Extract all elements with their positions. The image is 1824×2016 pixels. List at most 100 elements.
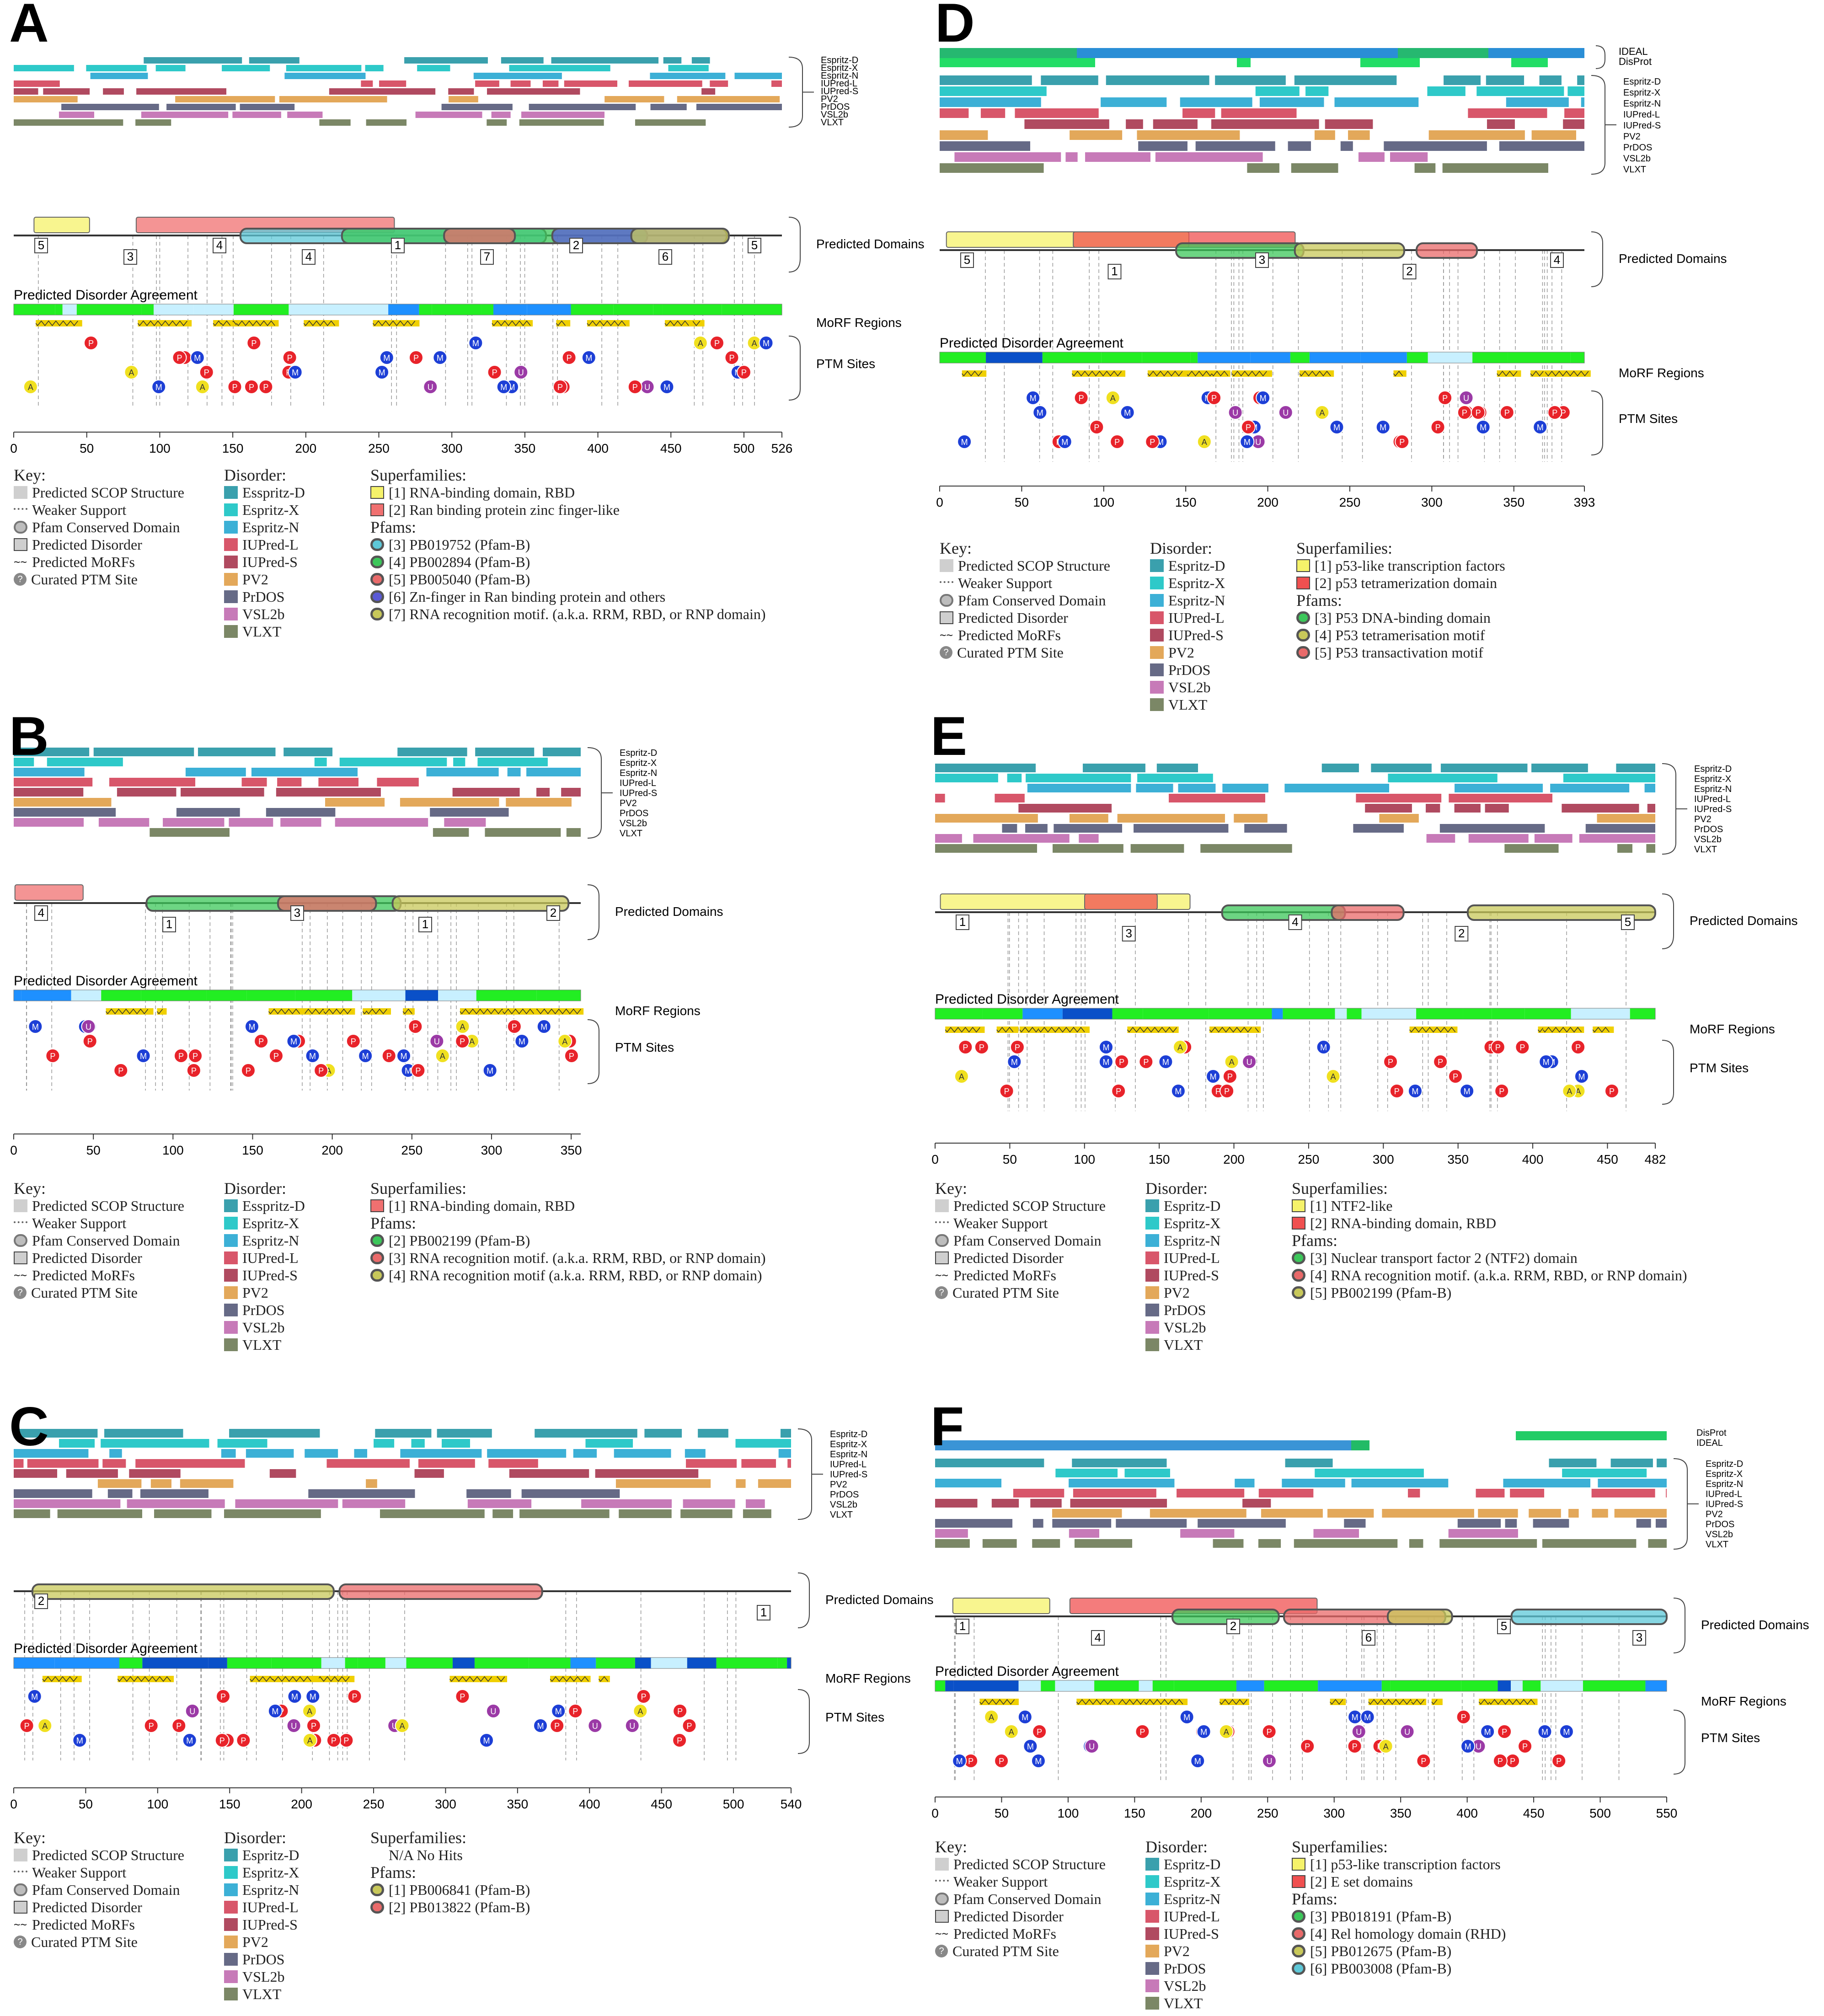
axis-tick-label: 200 [321, 1143, 343, 1157]
svg-text:P: P [220, 1692, 226, 1701]
domain-number: 1 [166, 917, 172, 931]
disorder-segment [758, 1479, 791, 1488]
ptm-site-m: M [482, 1063, 497, 1078]
pfam-item: [5] P53 transactivation motif [1296, 644, 1505, 661]
ptm-site-m: M [1179, 1710, 1194, 1724]
disorder-swatch [224, 608, 238, 620]
svg-text:U: U [629, 1722, 635, 1731]
disorder-segment [1026, 774, 1131, 782]
svg-text:U: U [86, 1022, 91, 1032]
disorder-segment [1568, 1509, 1579, 1518]
disprot-segment [1237, 58, 1251, 67]
pfam-item: [6] PB003008 (Pfam-B) [1292, 1960, 1506, 1977]
disorder-swatch [1150, 629, 1164, 642]
disorder-segment [619, 1509, 672, 1518]
disorder-segment [1288, 141, 1311, 151]
ptm-site-p: P [1456, 1710, 1471, 1724]
ptm-site-p: P [1089, 420, 1104, 434]
svg-text:P: P [1224, 1087, 1230, 1096]
svg-text:P: P [1438, 1058, 1443, 1067]
disorder-segment [235, 1499, 338, 1508]
disorder-title: Disorder: [1150, 539, 1212, 557]
disorder-segment [1506, 97, 1569, 107]
ptm-site-p: P [171, 1718, 187, 1733]
disorder-segment [1258, 1539, 1281, 1548]
ptm-site-m: M [1256, 390, 1271, 405]
pfam-label: [5] PB012675 (Pfam-B) [1310, 1943, 1452, 1959]
domain-box [952, 1598, 1050, 1614]
svg-text:M: M [961, 438, 968, 447]
svg-text:M: M [1183, 1713, 1190, 1722]
axis-tick-label: 100 [1058, 1806, 1079, 1820]
predictor-label: IUPred-S [1694, 804, 1732, 814]
domain-number-box [1621, 914, 1635, 930]
ptm-site-p: P [673, 1704, 688, 1718]
pfam-swatch [1292, 1927, 1305, 1940]
disorder-item-label: VSL2b [1168, 679, 1211, 695]
ptm-site-p: P [1383, 1054, 1398, 1069]
disorder-segment [787, 1459, 791, 1468]
disorder-segment [650, 104, 687, 110]
bracket [1595, 45, 1605, 69]
svg-text:U: U [490, 1707, 496, 1716]
ptm-site-m: M [1017, 1710, 1032, 1724]
pfam-item: [2] PB013822 (Pfam-B) [370, 1898, 530, 1916]
disorder-item-label: Esspritz-D [242, 1198, 305, 1214]
svg-text:P: P [249, 383, 254, 392]
disorder-segment [615, 1479, 711, 1488]
predictor-label: Espritz-D [1706, 1459, 1743, 1469]
svg-text:P: P [176, 1722, 182, 1731]
key-item: ? Curated PTM Site [14, 1933, 184, 1951]
ptm-site-m: M [1098, 1040, 1113, 1054]
superfamily-item: [2] p53 tetramerization domain [1296, 574, 1505, 592]
ptm-site-p: P [682, 1718, 697, 1733]
domain-number-box [748, 238, 761, 253]
disorder-segment [1177, 1489, 1245, 1497]
pfam-item: [4] RNA recognition motif. (a.k.a. RRM, … [1292, 1267, 1687, 1284]
disorder-item-label: VLXT [1164, 1337, 1203, 1353]
disorder-item: VSL2b [1145, 1977, 1220, 1995]
disorder-segment [686, 1459, 737, 1468]
axis-tick-label: 350 [1503, 495, 1524, 509]
ptm-site-p: P [1551, 1754, 1567, 1768]
pfam-swatch [1292, 1286, 1305, 1299]
key-title: Key: [935, 1179, 967, 1198]
disorder-swatch [1150, 663, 1164, 676]
disorder-item-label: PV2 [242, 1284, 268, 1301]
axis-tick-label: 250 [1339, 495, 1361, 509]
families-column: Superfamilies: [1] p53-like transcription… [1296, 540, 1505, 661]
key-item-label: Predicted SCOP Structure [32, 484, 184, 501]
axis-tick-label: 0 [931, 1806, 939, 1820]
disorder-segment [488, 1459, 538, 1468]
disorder-item-label: PrDOS [242, 1951, 285, 1968]
key-item-label: Predicted MoRFs [953, 1925, 1056, 1942]
predictor-label: Espritz-X [830, 1439, 867, 1449]
ptm-site-m: M [433, 350, 448, 365]
key-column: Key: Predicted SCOP Structure Weaker Suppo… [935, 1838, 1106, 1960]
domain-number: 5 [1501, 1619, 1507, 1633]
disorder-segment [1505, 1519, 1517, 1528]
axis-tick-label: 540 [781, 1797, 802, 1811]
disorder-segment [181, 788, 264, 797]
disorder-segment [286, 65, 362, 71]
disorder-segment [1055, 1469, 1118, 1477]
disorder-agreement-bar [935, 1680, 1667, 1692]
bracket [1673, 1598, 1685, 1653]
disorder-segment [277, 778, 302, 786]
key-item-label: Pfam Conserved Domain [953, 1232, 1102, 1249]
disorder-segment [325, 798, 385, 807]
disorder-segment [117, 788, 177, 797]
ptm-sites: PPUAUUPPPUAMPUMMPPPMMPPPPPPMAUPAAMMPPPMP [19, 1689, 697, 1748]
disorder-segment [185, 768, 246, 776]
svg-text:M: M [487, 1066, 493, 1075]
disorder-segment [335, 818, 428, 827]
pfam-label: [6] PB003008 (Pfam-B) [1310, 1960, 1452, 1977]
disorder-swatch [1145, 1234, 1159, 1247]
disorder-segment [107, 1489, 133, 1498]
domain-box [1510, 1609, 1668, 1625]
predictor-label: VSL2b [830, 1500, 857, 1510]
ptm-site-p: P [1262, 1724, 1277, 1739]
key-swatch [14, 1251, 27, 1264]
ptm-site-p: P [1139, 1054, 1154, 1069]
disorder-segment [1072, 1459, 1167, 1467]
